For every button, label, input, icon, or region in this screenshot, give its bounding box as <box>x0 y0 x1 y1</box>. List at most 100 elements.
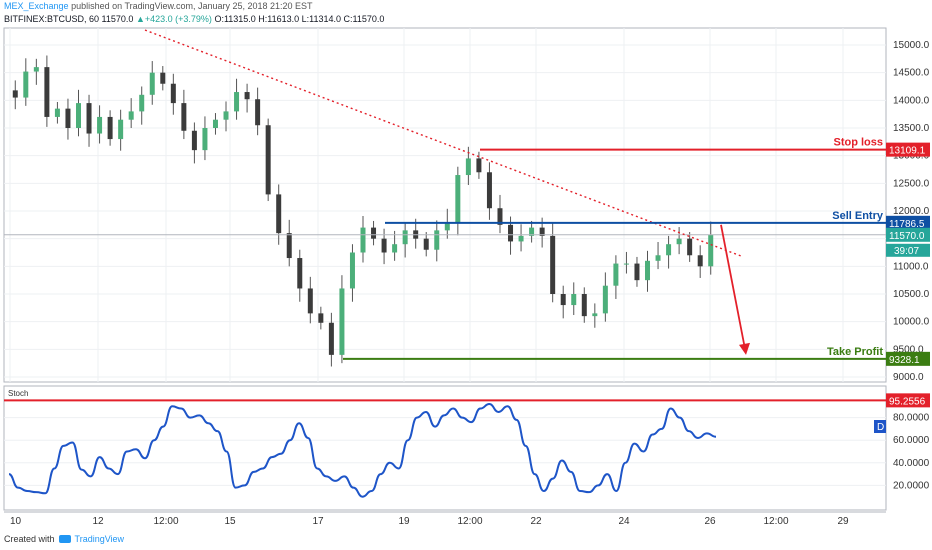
time-tick-label: 12:00 <box>457 516 482 527</box>
stoch-line <box>8 403 717 498</box>
current-price-tag-text: 11570.0 <box>889 231 925 242</box>
candle-body <box>529 227 535 236</box>
stoch-grid <box>4 399 886 486</box>
candle-body <box>160 72 166 84</box>
publisher-line: MEX_Exchange published on TradingView.co… <box>4 1 313 11</box>
candle-body <box>371 227 377 239</box>
candle-body <box>23 71 29 98</box>
candle-body <box>666 244 672 256</box>
candle-body <box>581 294 587 317</box>
candle-body <box>118 119 124 140</box>
time-tick-label: 12:00 <box>153 516 178 527</box>
candle-body <box>550 235 556 294</box>
down-arrow-icon <box>720 224 750 355</box>
candle-body <box>12 90 18 98</box>
candle-body <box>645 260 651 281</box>
candle-body <box>191 130 197 151</box>
level-label: Take Profit <box>827 346 883 358</box>
candle-body <box>392 244 398 253</box>
price-tick-label: 14500.0 <box>893 68 930 79</box>
price-tick-label: 12500.0 <box>893 178 930 189</box>
price-tick-label: 10000.0 <box>893 317 930 328</box>
candle-body <box>708 234 714 267</box>
level-price-tag-text: 13109.1 <box>889 146 926 157</box>
candle-body <box>402 230 408 245</box>
stoch-pane-frame <box>3 385 887 511</box>
candle-body <box>560 294 566 306</box>
candle-body <box>676 238 682 245</box>
level-label: Sell Entry <box>832 210 884 222</box>
candle-body <box>54 108 60 117</box>
candle-body <box>286 233 292 259</box>
candle-body <box>234 92 240 112</box>
countdown-text: 39:07 <box>894 246 919 257</box>
candle-body <box>508 224 514 242</box>
stoch-level-tag-text: 95.2556 <box>889 396 926 407</box>
candle-body <box>486 172 492 209</box>
candle-body <box>476 158 482 173</box>
candle-body <box>170 83 176 104</box>
stoch-tick-label: 40.0000 <box>893 458 930 469</box>
time-tick-label: 29 <box>837 516 849 527</box>
published-text: published on TradingView.com, January 25… <box>71 1 313 11</box>
stoch-level-tag <box>886 393 930 408</box>
level-price-tag-text: 11786.5 <box>889 219 925 230</box>
time-tick-label: 10 <box>10 516 22 527</box>
time-axis[interactable]: 10 12 12:00 15 17 19 12:00 22 24 26 12:00 29 <box>10 516 849 527</box>
time-tick-label: 24 <box>618 516 630 527</box>
candle-body <box>181 103 187 131</box>
candle-body <box>423 238 429 250</box>
candle-body <box>255 99 261 126</box>
trade-levels: Stop loss Sell Entry Take Profit <box>343 137 886 360</box>
descending-trendline[interactable] <box>144 29 743 258</box>
candle-body <box>655 255 661 261</box>
stoch-tick-label: 60.0000 <box>893 435 930 446</box>
time-tick-label: 15 <box>224 516 236 527</box>
candle-body <box>244 92 250 100</box>
candle-body <box>223 111 229 120</box>
candle-body <box>381 238 387 253</box>
candle-body <box>592 313 598 317</box>
candle-body <box>65 108 71 128</box>
candle-series <box>12 55 714 367</box>
symbol-name: BITFINEX:BTCUSD, 60 <box>4 14 100 24</box>
candle-body <box>212 119 218 128</box>
time-tick-label: 12 <box>92 516 104 527</box>
candle-body <box>634 263 640 281</box>
price-axis[interactable]: 9000.09500.010000.010500.011000.011500.0… <box>893 40 930 383</box>
footer-brand[interactable]: TradingView <box>74 534 125 544</box>
stoch-title: Stoch <box>8 389 28 398</box>
level-price-tag <box>886 215 930 230</box>
candle-body <box>86 103 92 134</box>
candle-body <box>276 194 282 234</box>
candle-body <box>97 116 103 134</box>
candle-body <box>602 285 608 314</box>
candle-body <box>444 222 450 231</box>
time-tick-label: 12:00 <box>763 516 788 527</box>
price-tick-label: 11000.0 <box>893 261 929 272</box>
price-tick-label: 14000.0 <box>893 95 930 106</box>
price-tick-label: 12000.0 <box>893 206 930 217</box>
time-tick-label: 26 <box>704 516 716 527</box>
stoch-axis[interactable]: 20.0000 40.0000 60.0000 80.0000 95.2556 D <box>874 393 930 491</box>
price-tags: 13109.1 11786.5 9328.1 11570.0 39:07 <box>886 142 930 366</box>
level-price-tag <box>886 351 930 366</box>
time-tick-label: 19 <box>398 516 410 527</box>
last-price: 11570.0 <box>101 14 134 24</box>
level-label: Stop loss <box>833 137 883 149</box>
candle-body <box>465 158 471 176</box>
price-change: +423.0 (+3.79%) <box>144 14 212 24</box>
publisher-name[interactable]: MEX_Exchange <box>4 1 69 11</box>
footer: Created with TradingView <box>4 534 124 544</box>
level-price-tag-text: 9328.1 <box>889 355 920 366</box>
current-price-tag <box>886 227 930 242</box>
countdown-tag <box>886 243 930 257</box>
up-arrow-icon: ▲ <box>135 14 145 24</box>
candle-body <box>128 111 134 120</box>
price-tick-label: 13500.0 <box>893 123 930 134</box>
symbol-line: BITFINEX:BTCUSD, 60 11570.0 ▲+423.0 (+3.… <box>4 14 384 24</box>
candle-body <box>44 67 50 117</box>
candle-body <box>697 255 703 267</box>
tradingview-logo-icon <box>58 535 71 543</box>
